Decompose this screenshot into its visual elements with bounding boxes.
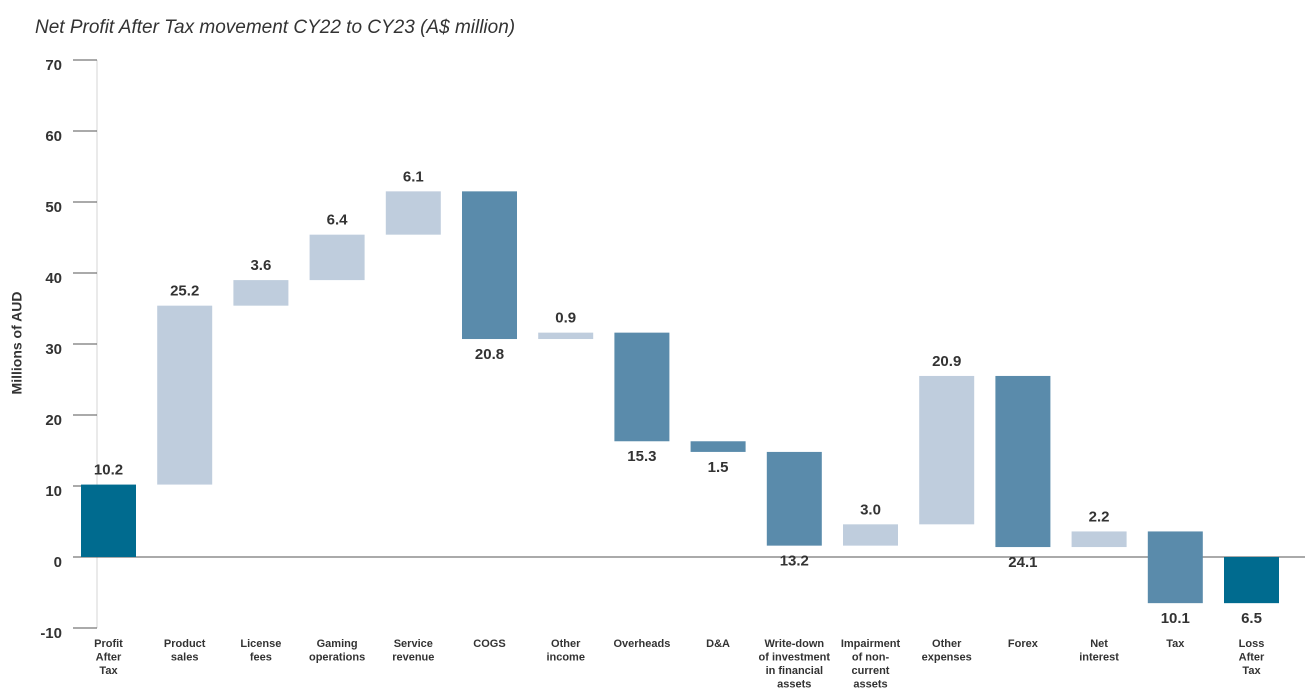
x-tick-label: fees xyxy=(250,651,272,663)
value-label: 6.4 xyxy=(327,212,349,229)
x-tick-label: D&A xyxy=(706,638,730,650)
value-label: 20.8 xyxy=(475,346,504,363)
value-label: 3.0 xyxy=(860,501,881,518)
x-tick-label: Gaming xyxy=(317,638,358,650)
x-tick-label: Tax xyxy=(1166,638,1185,650)
value-label: 6.1 xyxy=(403,168,424,185)
value-label: 0.9 xyxy=(555,310,576,327)
value-label: 1.5 xyxy=(708,459,729,476)
x-tick-label: revenue xyxy=(392,651,434,663)
bar xyxy=(995,375,1051,548)
bar xyxy=(1071,531,1127,548)
x-tick-label: Write-down xyxy=(764,638,824,650)
x-tick-label: interest xyxy=(1079,651,1119,663)
bar xyxy=(919,375,975,525)
value-label: 10.1 xyxy=(1161,610,1190,627)
y-tick-label: 20 xyxy=(45,412,62,429)
bar xyxy=(233,280,289,306)
x-tick-label: in financial xyxy=(766,665,823,677)
bar xyxy=(614,332,670,442)
bar xyxy=(538,332,594,340)
bar xyxy=(309,234,365,281)
x-tick-label: Other xyxy=(551,638,581,650)
x-tick-label: expenses xyxy=(922,651,972,663)
bar xyxy=(81,484,136,557)
x-tick-label: Tax xyxy=(99,665,118,677)
bar xyxy=(1147,531,1203,604)
x-tick-label: License xyxy=(240,638,281,650)
x-tick-label: income xyxy=(546,651,585,663)
x-tick-label: current xyxy=(852,665,890,677)
x-tick-label: assets xyxy=(853,678,887,690)
x-tick-label: Loss xyxy=(1239,638,1265,650)
bar xyxy=(462,191,517,340)
y-tick-label: 60 xyxy=(45,128,62,145)
y-axis-label: Millions of AUD xyxy=(9,292,25,395)
x-tick-label: assets xyxy=(777,678,811,690)
y-tick-label: 30 xyxy=(45,341,62,358)
x-tick-label: After xyxy=(1239,651,1265,663)
x-tick-label: Net xyxy=(1090,638,1108,650)
x-tick-label: operations xyxy=(309,651,365,663)
value-label: 10.2 xyxy=(94,462,123,479)
x-tick-label: of investment xyxy=(759,651,831,663)
y-tick-label: 10 xyxy=(45,483,62,500)
x-tick-label: Forex xyxy=(1008,638,1039,650)
bar xyxy=(385,191,441,235)
bar xyxy=(766,451,822,546)
x-tick-label: After xyxy=(96,651,122,663)
x-tick-label: sales xyxy=(171,651,199,663)
x-tick-label: Profit xyxy=(94,638,123,650)
value-label: 15.3 xyxy=(627,448,656,465)
value-label: 6.5 xyxy=(1241,610,1262,627)
value-label: 3.6 xyxy=(250,257,271,274)
y-tick-label: 50 xyxy=(45,199,62,216)
bar xyxy=(843,524,898,546)
y-tick-label: 70 xyxy=(45,57,62,74)
x-tick-label: Impairment xyxy=(841,638,901,650)
bar xyxy=(690,441,746,452)
value-label: 24.1 xyxy=(1008,554,1037,571)
x-tick-label: of non- xyxy=(852,651,890,663)
x-tick-label: COGS xyxy=(473,638,505,650)
bar xyxy=(157,305,213,485)
x-tick-label: Other xyxy=(932,638,962,650)
y-tick-label: 0 xyxy=(54,554,62,571)
y-tick-label: 40 xyxy=(45,270,62,287)
bar xyxy=(1224,557,1279,604)
value-label: 13.2 xyxy=(780,553,809,570)
x-tick-label: Product xyxy=(164,638,206,650)
value-label: 25.2 xyxy=(170,283,199,300)
value-label: 2.2 xyxy=(1089,508,1110,525)
x-tick-label: Service xyxy=(394,638,433,650)
chart-title: Net Profit After Tax movement CY22 to CY… xyxy=(35,17,515,38)
x-tick-label: Overheads xyxy=(613,638,670,650)
x-tick-label: Tax xyxy=(1242,665,1261,677)
value-label: 20.9 xyxy=(932,353,961,370)
y-tick-label: -10 xyxy=(40,625,62,642)
